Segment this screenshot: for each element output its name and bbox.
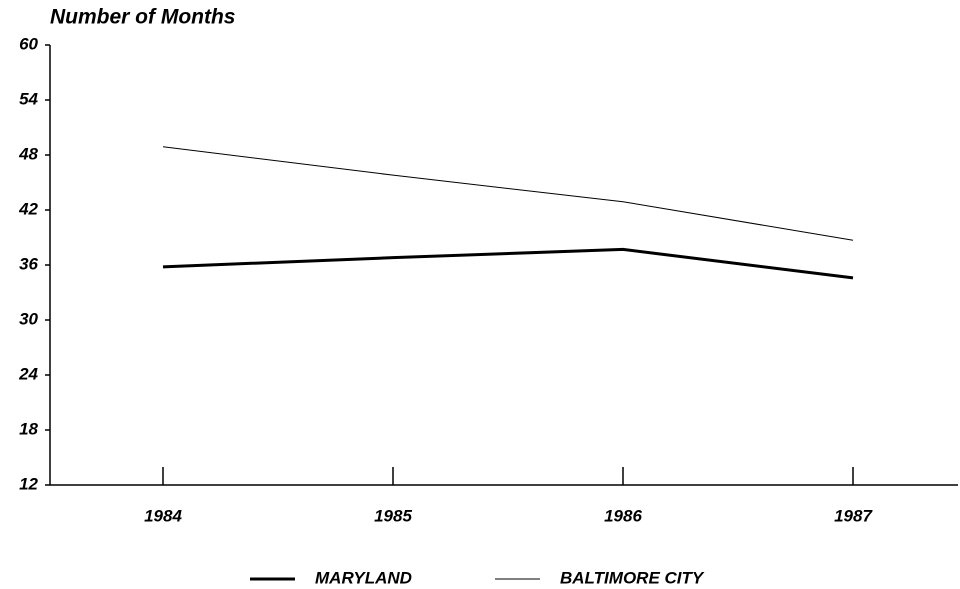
y-tick-label: 30 xyxy=(19,309,38,328)
y-tick-label: 54 xyxy=(19,89,38,108)
y-tick-label: 42 xyxy=(18,199,38,218)
legend-label: MARYLAND xyxy=(315,568,412,587)
y-tick-label: 48 xyxy=(18,144,38,163)
legend-label: BALTIMORE CITY xyxy=(560,568,705,587)
y-tick-label: 18 xyxy=(19,419,38,438)
x-tick-label: 1987 xyxy=(834,506,873,525)
y-tick-label: 24 xyxy=(18,364,38,383)
x-tick-label: 1986 xyxy=(604,506,642,525)
y-axis-label: Number of Months xyxy=(50,6,235,29)
y-tick-label: 60 xyxy=(19,34,38,53)
line-series xyxy=(162,247,854,280)
y-tick-label: 12 xyxy=(19,474,38,493)
y-tick-label: 36 xyxy=(19,254,38,273)
x-tick-label: 1985 xyxy=(374,506,412,525)
line-series xyxy=(162,146,854,241)
x-tick-label: 1984 xyxy=(144,506,182,525)
